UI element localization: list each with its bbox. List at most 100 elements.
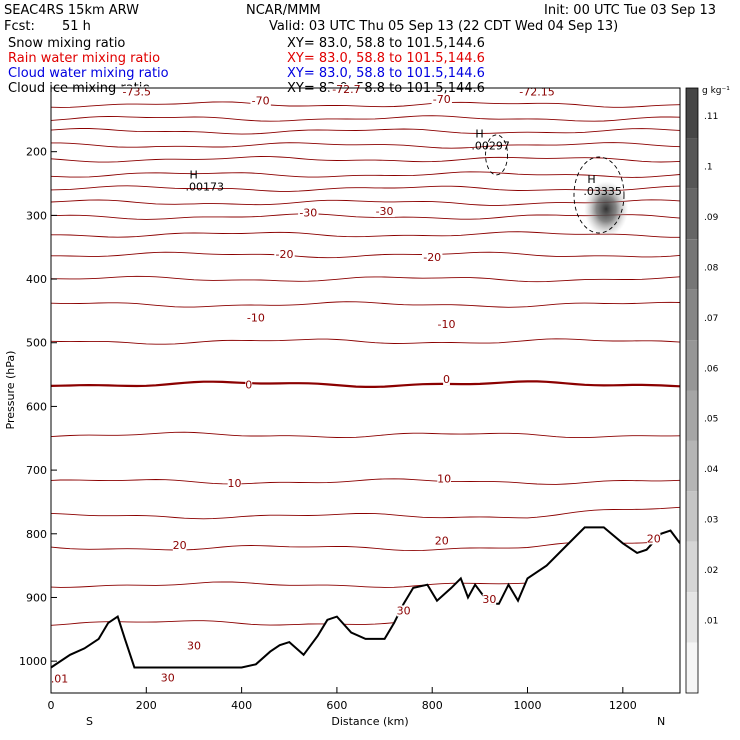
y-tick-label: 1000 xyxy=(19,655,47,668)
fcst-label: Fcst: xyxy=(4,19,35,34)
colorbar-segment xyxy=(686,188,698,240)
contour-label: 30 xyxy=(187,639,201,652)
colorbar-segment xyxy=(686,138,698,189)
contour-label: 20 xyxy=(435,534,449,547)
x-tick-label: 0 xyxy=(48,699,55,712)
contour-label-bg xyxy=(646,533,661,545)
contour-label-bg xyxy=(187,640,201,652)
x-axis-title: Distance (km) xyxy=(331,715,408,728)
y-tick-label: 500 xyxy=(26,337,47,350)
isotherm-0 xyxy=(51,380,680,388)
colorbar-unit: g kg⁻¹ xyxy=(702,86,730,96)
colorbar-segment xyxy=(686,642,698,693)
valid-time: Valid: 03 UTC Thu 05 Sep 13 (22 CDT Wed … xyxy=(269,19,618,34)
contour-label: -20 xyxy=(423,251,441,264)
isotherm--5 xyxy=(51,338,680,345)
y-tick-label: 900 xyxy=(26,591,47,604)
contour-label-bg xyxy=(250,95,271,107)
isotherm--10 xyxy=(51,301,680,308)
contour-label-bg xyxy=(374,206,395,218)
contour-label: -72.7 xyxy=(332,83,360,96)
colorbar-segment xyxy=(686,390,698,441)
colorbar-tick: .03 xyxy=(704,516,718,526)
contour-label: 30 xyxy=(482,593,496,606)
max-marker: H xyxy=(189,169,197,182)
isotherm--40 xyxy=(51,185,680,192)
fcst-value: 51 h xyxy=(62,19,91,34)
max-value-label: .00173 xyxy=(185,181,224,194)
contour-label: -20 xyxy=(276,248,294,261)
x-tick-label: 600 xyxy=(326,699,347,712)
isotherm-5 xyxy=(51,431,680,439)
snow-contour xyxy=(485,134,508,176)
max-value-label: .00297 xyxy=(471,139,510,152)
colorbar-tick: .11 xyxy=(704,112,718,122)
field-rain-name: Rain water mixing ratio xyxy=(8,51,160,66)
contour-label-bg xyxy=(434,535,449,547)
contour-labels: -73.5 -72.7 -72.15 -70 -70 -30 -30 -20 -20 -10 -10… xyxy=(49,83,661,686)
x-end-label-south: S xyxy=(86,715,93,728)
max-value-label: .03335 xyxy=(583,185,622,198)
contour-label-bg xyxy=(160,672,175,684)
isotherm--45 xyxy=(51,171,680,178)
contour-label-bg xyxy=(329,83,364,95)
contour-label: 30 xyxy=(161,671,175,684)
contour-label-bg xyxy=(516,86,558,98)
init-time: Init: 00 UTC Tue 03 Sep 13 xyxy=(544,3,716,18)
colorbar-tick: .02 xyxy=(704,566,718,576)
field-snow-name: Snow mixing ratio xyxy=(8,36,125,51)
contour-label: 10 xyxy=(437,473,451,486)
colorbar: .11 .1 .09 .08 .07 .06 .05 .04 .03 .02 .01 xyxy=(685,87,719,694)
isotherm--70 xyxy=(51,101,680,108)
axes: 0 200 400 600 800 1000 12002003004005006007008… xyxy=(19,87,681,712)
isotherm--20 xyxy=(51,251,680,259)
colorbar-frame xyxy=(685,87,699,694)
y-tick-label: 800 xyxy=(26,528,47,541)
isotherm--50 xyxy=(51,156,680,163)
contour-label-bg xyxy=(274,248,295,260)
contour-label: -70 xyxy=(252,94,270,107)
isotherm--25 xyxy=(51,231,680,238)
isotherm--60 xyxy=(51,128,680,135)
max-marker: H xyxy=(587,173,595,186)
y-tick-label: 600 xyxy=(26,400,47,413)
colorbar-tick: .01 xyxy=(704,616,718,626)
terrain-fill xyxy=(51,527,680,693)
contour-label-bg xyxy=(422,251,443,263)
contour-label-bg xyxy=(482,593,497,605)
x-tick-label: 1200 xyxy=(609,699,637,712)
contour-label-bg xyxy=(298,207,319,219)
contour-label: .01 xyxy=(51,673,69,686)
isotherm--30 xyxy=(51,213,680,220)
y-tick-label: 200 xyxy=(26,146,47,159)
contour-label: -70 xyxy=(433,93,451,106)
isotherm--15 xyxy=(51,275,680,283)
contour-label: 0 xyxy=(443,373,450,386)
y-tick-label: 300 xyxy=(26,209,47,222)
y-tick-label: 400 xyxy=(26,273,47,286)
contour-label: -30 xyxy=(376,205,394,218)
cloud-ice-contour xyxy=(573,156,625,234)
colorbar-tick: .04 xyxy=(704,465,719,475)
plot-frame xyxy=(50,87,681,694)
isotherm--35 xyxy=(51,199,680,206)
x-tick-label: 800 xyxy=(422,699,443,712)
colorbar-segment xyxy=(686,340,698,391)
max-marker: H xyxy=(475,127,483,140)
x-tick-label: 400 xyxy=(231,699,252,712)
field-cloudwater-name: Cloud water mixing ratio xyxy=(8,66,169,81)
colorbar-tick: .06 xyxy=(704,364,719,374)
contour-label-bg xyxy=(431,94,452,106)
contour-label: 10 xyxy=(227,477,241,490)
colorbar-segment xyxy=(686,440,698,492)
contour-label: 20 xyxy=(647,532,661,545)
colorbar-tick: .1 xyxy=(704,163,713,173)
contour-label: -10 xyxy=(247,311,265,324)
contour-label: 30 xyxy=(397,604,411,617)
contour-label: -73.5 xyxy=(123,85,151,98)
contour-label: 20 xyxy=(173,539,187,552)
y-axis-title: Pressure (hPa) xyxy=(4,351,17,430)
colorbar-segment xyxy=(686,491,698,542)
colorbar-tick: .05 xyxy=(704,415,718,425)
plot-area xyxy=(51,101,680,693)
